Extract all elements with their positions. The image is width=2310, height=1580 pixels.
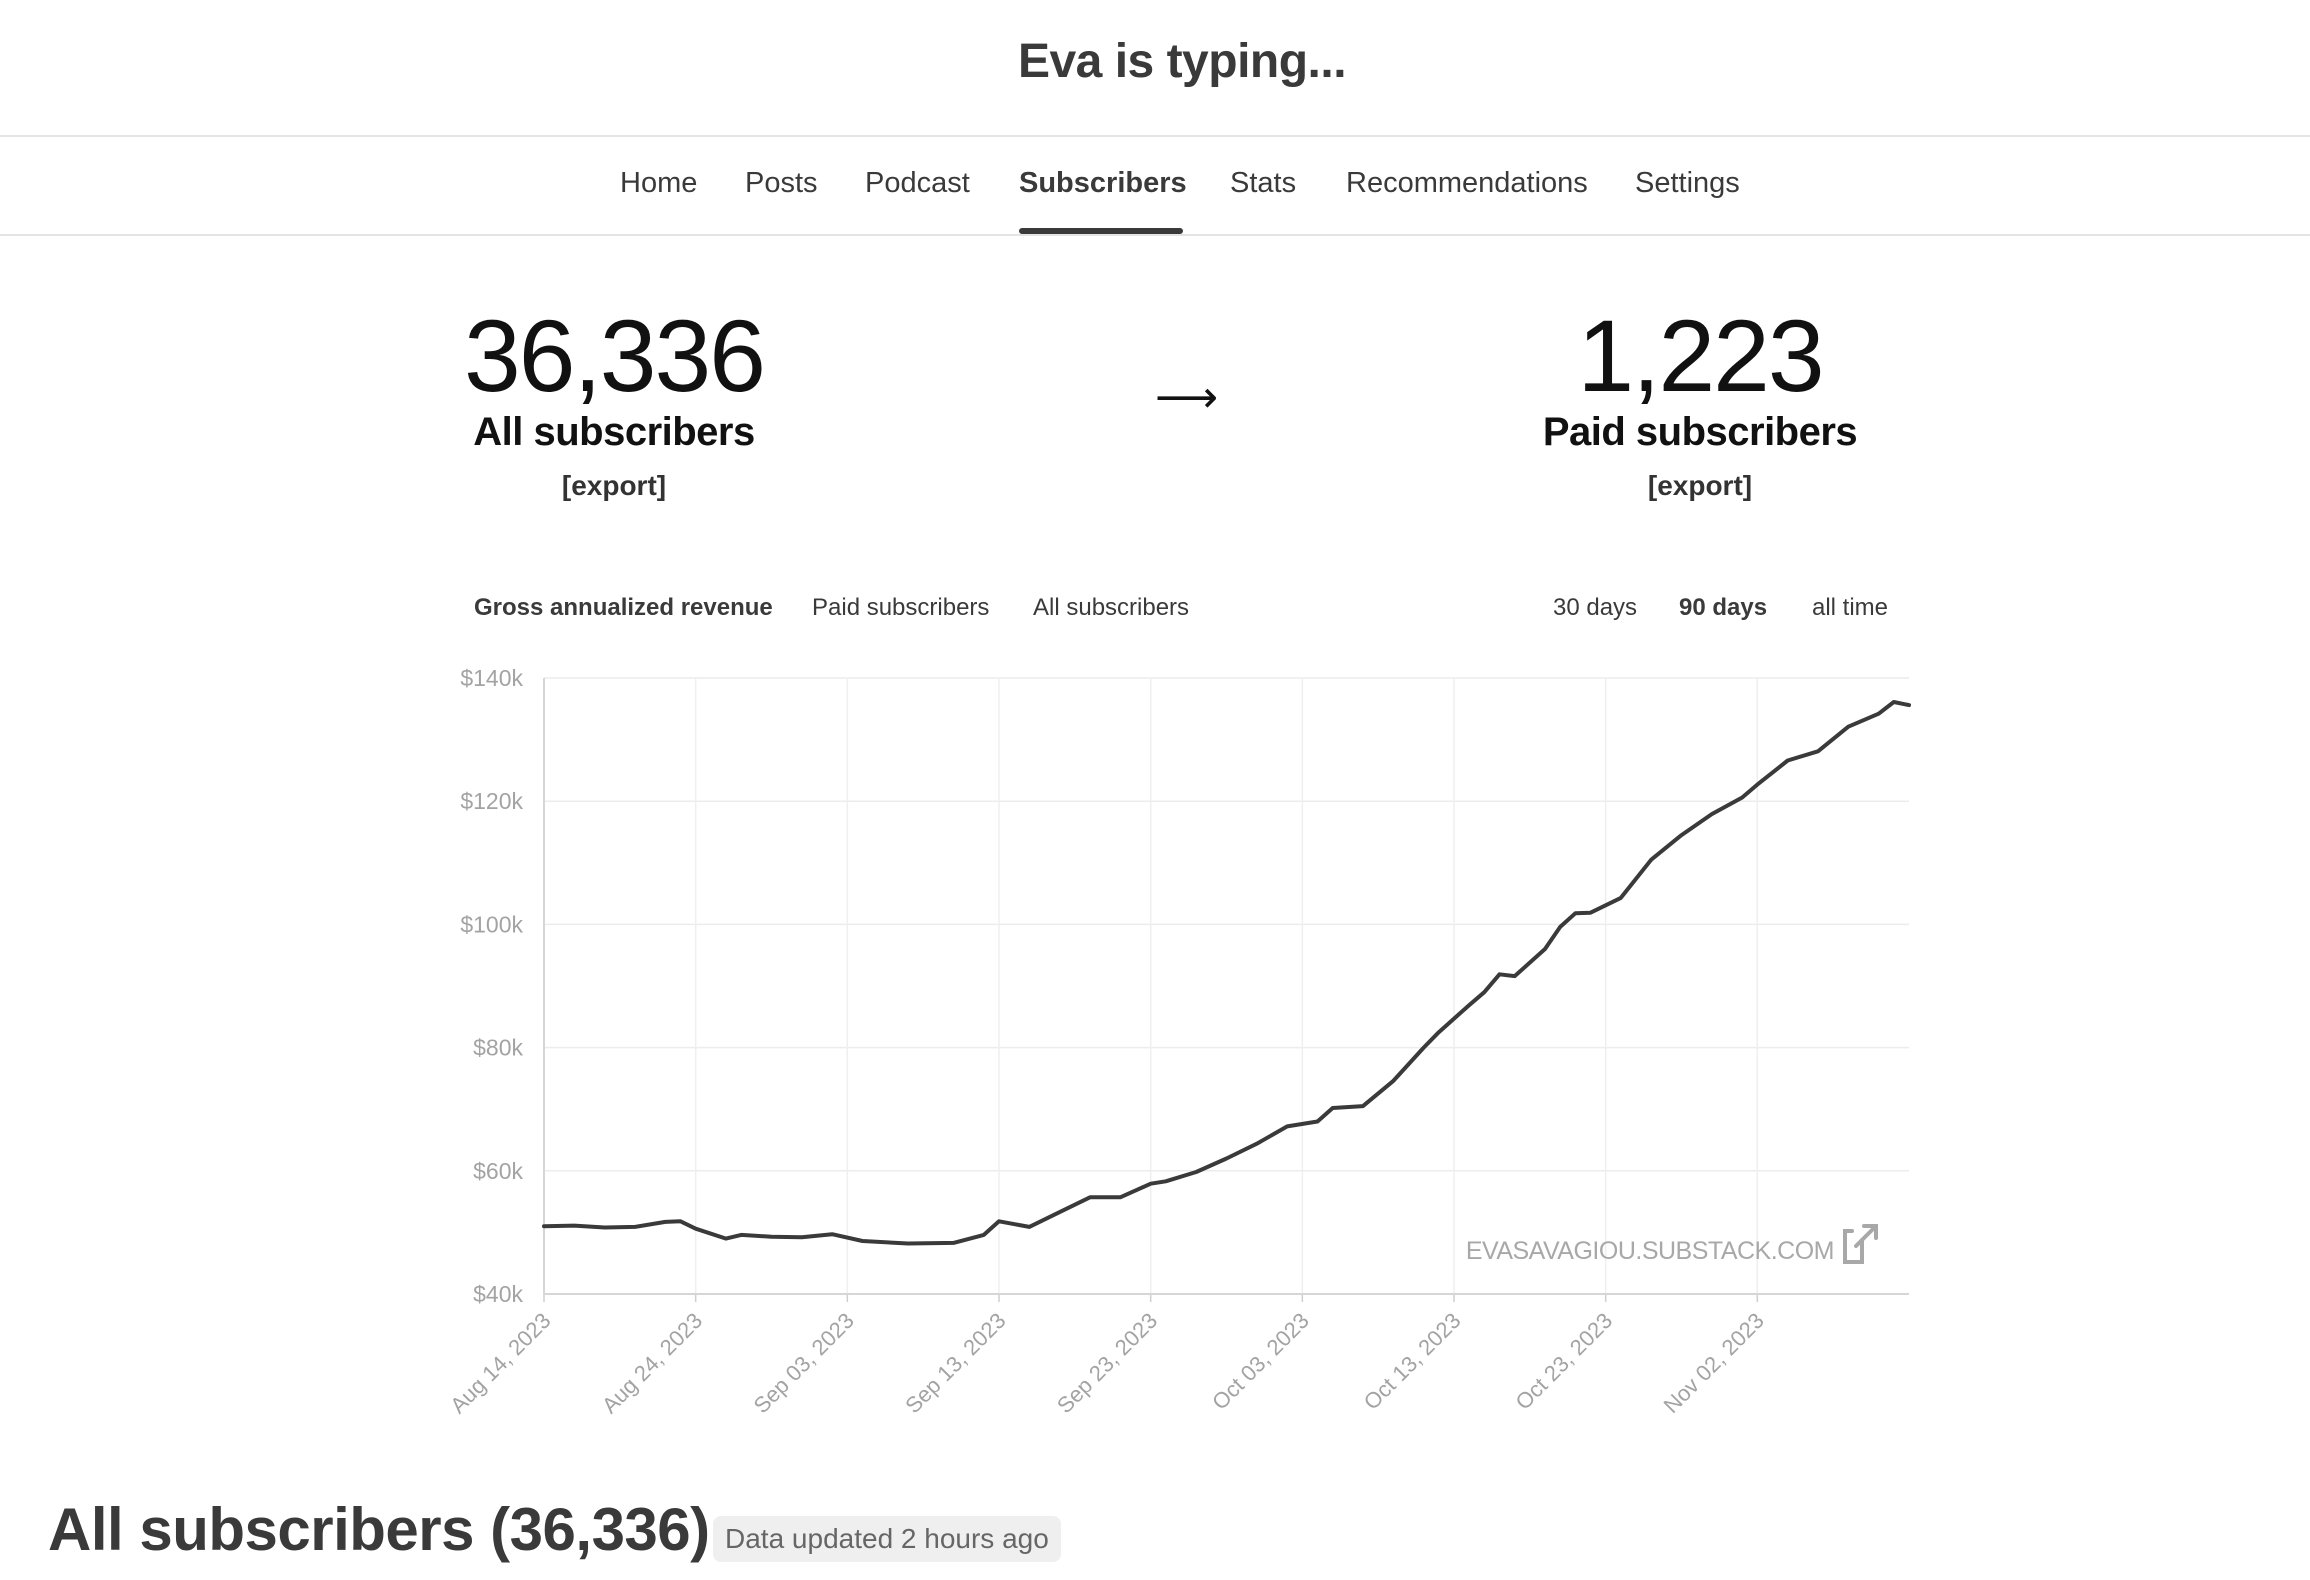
x-tick-label: Oct 03, 2023 <box>1207 1308 1314 1415</box>
y-tick-label: $140k <box>460 665 523 691</box>
all-subscribers-label: All subscribers <box>473 410 755 454</box>
tab-stats[interactable]: Stats <box>1230 167 1297 199</box>
tab-subscribers[interactable]: Subscribers <box>1019 167 1187 199</box>
range-tab-30-days[interactable]: 30 days <box>1553 594 1638 621</box>
x-tick-label: Sep 23, 2023 <box>1052 1308 1162 1418</box>
active-tab-indicator <box>1019 228 1183 234</box>
external-link-icon[interactable] <box>1843 1224 1878 1264</box>
y-tick-label: $60k <box>473 1158 523 1184</box>
nav-bar: Home Posts Podcast Subscribers Stats Rec… <box>0 137 2310 236</box>
data-updated-badge: Data updated 2 hours ago <box>713 1516 1061 1562</box>
tab-recommendations[interactable]: Recommendations <box>1346 167 1588 199</box>
export-paid-link[interactable]: [export] <box>1647 470 1753 501</box>
metric-tab-revenue[interactable]: Gross annualized revenue <box>474 594 773 621</box>
y-tick-label: $80k <box>473 1035 523 1061</box>
site-header: Eva is typing... <box>0 0 2310 137</box>
y-tick-label: $40k <box>473 1281 523 1307</box>
y-tick-label: $100k <box>460 911 523 937</box>
tab-podcast[interactable]: Podcast <box>865 167 970 199</box>
all-subscribers-count: 36,336 <box>464 299 766 413</box>
watermark-text: EVASAVAGIOU.SUBSTACK.COM <box>1466 1237 1834 1265</box>
revenue-chart[interactable]: $40k $60k $80k $100k $120k $140k Aug 14, 2023 A… <box>0 0 2310 1470</box>
x-tick-label: Oct 13, 2023 <box>1359 1308 1466 1415</box>
x-tick-label: Sep 03, 2023 <box>749 1308 859 1418</box>
revenue-line <box>542 700 1911 1246</box>
x-tick-label: Nov 02, 2023 <box>1659 1308 1769 1418</box>
x-tick-label: Sep 13, 2023 <box>900 1308 1010 1418</box>
tab-posts[interactable]: Posts <box>745 167 818 199</box>
y-tick-label: $120k <box>460 788 523 814</box>
arrow-icon: ⟶ <box>1155 373 1219 422</box>
metric-tab-all[interactable]: All subscribers <box>1033 594 1190 621</box>
export-all-link[interactable]: [export] <box>561 470 667 501</box>
paid-subscribers-label: Paid subscribers <box>1542 410 1858 454</box>
site-title[interactable]: Eva is typing... <box>1017 35 1347 88</box>
range-tab-90-days[interactable]: 90 days <box>1679 594 1768 621</box>
subscribers-section-title: All subscribers (36,336) <box>48 1496 710 1563</box>
paid-subscribers-count: 1,223 <box>1577 299 1824 413</box>
x-tick-label: Aug 14, 2023 <box>445 1308 555 1418</box>
metric-tab-paid[interactable]: Paid subscribers <box>812 594 990 621</box>
x-tick-label: Oct 23, 2023 <box>1510 1308 1617 1415</box>
range-tab-all-time[interactable]: all time <box>1812 594 1889 621</box>
tab-settings[interactable]: Settings <box>1635 167 1740 199</box>
x-tick-label: Aug 24, 2023 <box>597 1308 707 1418</box>
tab-home[interactable]: Home <box>620 167 698 199</box>
